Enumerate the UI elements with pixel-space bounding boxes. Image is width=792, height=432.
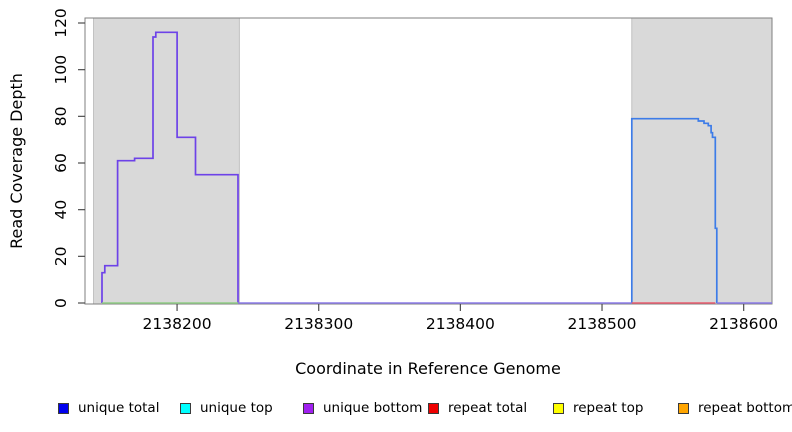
legend-label: repeat total (448, 400, 528, 416)
x-axis-title: Coordinate in Reference Genome (295, 359, 561, 378)
x-tick-label: 2138300 (284, 315, 353, 333)
legend-item-unique-top: unique top (180, 397, 273, 419)
legend-swatch (678, 402, 689, 414)
x-tick-label: 2138600 (709, 315, 778, 333)
legend-label: unique bottom (323, 400, 423, 416)
legend-swatch (58, 402, 69, 414)
x-tick-label: 2138500 (568, 315, 637, 333)
y-tick-label: 20 (52, 246, 70, 266)
coverage-plot: 2138200 2138300 2138400 2138500 2138600 0 20 40… (7, 8, 778, 378)
x-tick-label: 2138200 (143, 315, 212, 333)
legend-item-repeat-top: repeat top (553, 397, 643, 419)
legend-label: repeat top (573, 400, 644, 416)
legend-item-repeat-bottom: repeat bottom (678, 397, 792, 419)
legend-swatch (428, 402, 439, 414)
repeat-region-shade (631, 17, 773, 305)
chart-line (630, 117, 718, 303)
legend-item-unique-bottom: unique bottom (303, 397, 422, 419)
legend: unique total unique top unique bottom repea… (0, 397, 792, 421)
y-tick-label: 100 (52, 55, 70, 85)
chart-line (101, 31, 239, 303)
y-axis-title: Read Coverage Depth (7, 73, 26, 249)
legend-swatch (553, 402, 564, 414)
legend-swatch (303, 402, 314, 414)
y-tick-label: 120 (52, 8, 70, 38)
y-tick-label: 80 (52, 106, 70, 126)
plot-box (84, 17, 773, 305)
legend-label: repeat bottom (698, 400, 792, 416)
legend-item-repeat-total: repeat total (428, 397, 527, 419)
y-tick-label: 60 (52, 153, 70, 173)
y-tick-label: 0 (52, 298, 70, 308)
legend-item-unique-total: unique total (58, 397, 159, 419)
legend-label: unique total (78, 400, 160, 416)
y-tick-label: 40 (52, 200, 70, 220)
legend-label: unique top (200, 400, 273, 416)
repeat-region-shade (92, 17, 240, 305)
x-tick-label: 2138400 (426, 315, 495, 333)
legend-swatch (180, 402, 191, 414)
